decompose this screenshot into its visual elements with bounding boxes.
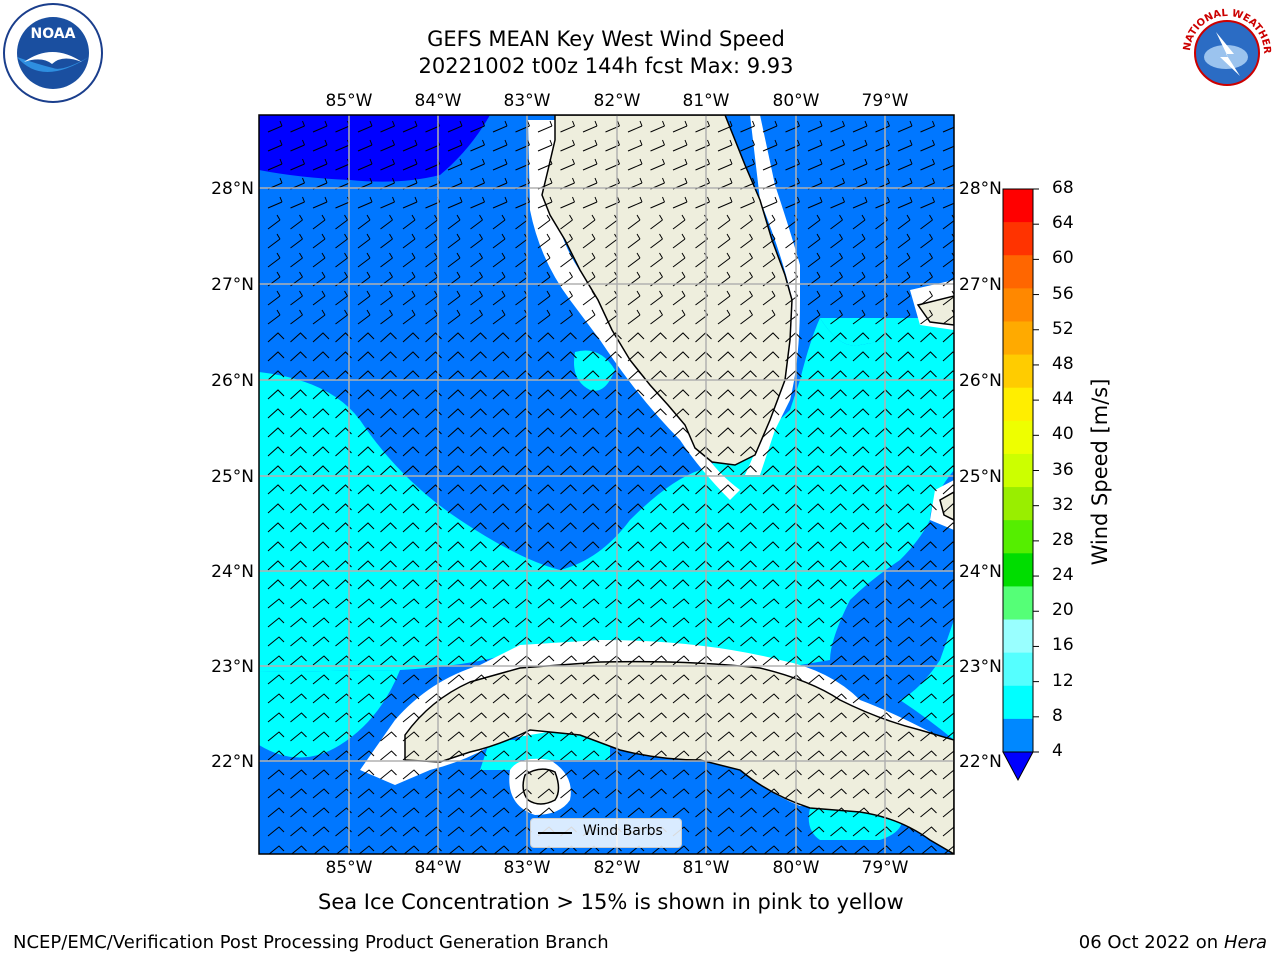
nws-logo: NATIONAL WEATHER SERVICE: [1176, 2, 1276, 102]
lat-label-right: 25°N: [959, 467, 1002, 487]
lon-label-bottom: 82°W: [594, 858, 641, 878]
footer-host: Hera: [1223, 932, 1267, 953]
colorbar-tick-label: 44: [1052, 389, 1074, 410]
sea-ice-note: Sea Ice Concentration > 15% is shown in …: [318, 890, 904, 914]
lat-label-right: 23°N: [959, 657, 1002, 677]
colorbar-segment: [1003, 520, 1033, 554]
lat-label-right: 28°N: [959, 179, 1002, 199]
colorbar-tick-label: 16: [1052, 635, 1074, 656]
lat-label-left: 24°N: [211, 562, 254, 582]
colorbar-tick-label: 40: [1052, 424, 1074, 445]
colorbar-tick-label: 64: [1052, 213, 1074, 234]
colorbar-segment: [1003, 288, 1033, 322]
lon-label-top: 84°W: [415, 91, 462, 111]
lat-label-right: 26°N: [959, 371, 1002, 391]
colorbar-tick-label: 24: [1052, 565, 1074, 586]
lon-label-bottom: 83°W: [504, 858, 551, 878]
lat-label-left: 25°N: [211, 467, 254, 487]
lon-label-top: 85°W: [326, 91, 373, 111]
svg-text:NOAA: NOAA: [31, 26, 76, 42]
colorbar-segment: [1003, 453, 1033, 488]
colorbar-tick-label: 8: [1052, 705, 1063, 726]
lon-label-top: 79°W: [862, 91, 909, 111]
map-frame: [258, 114, 955, 855]
footer-date: 06 Oct 2022 on Hera: [1079, 932, 1267, 953]
lat-label-right: 24°N: [959, 562, 1002, 582]
colorbar-segment: [1003, 652, 1033, 687]
colorbar-segment: [1003, 420, 1033, 455]
chart-subtitle: 20221002 t00z 144h fcst Max: 9.93: [418, 54, 794, 78]
colorbar-tick-label: 60: [1052, 248, 1074, 269]
lat-label-right: 22°N: [959, 752, 1002, 772]
footer-date-text: 06 Oct 2022 on: [1078, 932, 1219, 953]
legend: Wind Barbs: [530, 818, 682, 848]
legend-label: Wind Barbs: [583, 823, 663, 839]
colorbar-segment: [1003, 222, 1033, 256]
lon-label-top: 81°W: [683, 91, 730, 111]
lat-label-left: 26°N: [211, 371, 254, 391]
florida-land: [541, 115, 793, 466]
colorbar-title: Wind Speed [m/s]: [1088, 378, 1112, 566]
footer-credit: NCEP/EMC/Verification Post Processing Pr…: [13, 932, 609, 953]
colorbar-segment: [1003, 189, 1033, 223]
wind-barb-legend-line: [538, 832, 572, 834]
lon-label-bottom: 85°W: [326, 858, 373, 878]
lon-label-top: 80°W: [773, 91, 820, 111]
lon-label-top: 82°W: [594, 91, 641, 111]
colorbar-segment: [1003, 321, 1033, 356]
lat-label-left: 22°N: [211, 752, 254, 772]
colorbar-segment: [1003, 685, 1033, 720]
lat-label-left: 27°N: [211, 275, 254, 295]
lon-label-bottom: 84°W: [415, 858, 462, 878]
lat-label-right: 27°N: [959, 275, 1002, 295]
colorbar-segment: [1003, 354, 1033, 389]
chart-title: GEFS MEAN Key West Wind Speed: [427, 27, 785, 51]
colorbar-segment: [1003, 619, 1033, 654]
lat-label-left: 28°N: [211, 179, 254, 199]
colorbar-extend-arrow: [1002, 751, 1034, 782]
cuba-land: [404, 660, 954, 854]
colorbar-tick-label: 56: [1052, 283, 1074, 304]
low-wind-area: [259, 115, 490, 182]
colorbar-segment: [1003, 553, 1033, 587]
lon-label-bottom: 81°W: [683, 858, 730, 878]
lon-label-top: 83°W: [504, 91, 551, 111]
colorbar: [1002, 188, 1039, 782]
colorbar-tick-label: 32: [1052, 494, 1074, 515]
colorbar-segment: [1003, 718, 1033, 753]
colorbar-tick-label: 12: [1052, 670, 1074, 691]
moderate-wind-area: [259, 318, 954, 672]
lat-label-left: 23°N: [211, 657, 254, 677]
colorbar-tick-label: 68: [1052, 178, 1074, 198]
colorbar-tick-label: 4: [1052, 741, 1063, 761]
colorbar-tick-label: 28: [1052, 529, 1074, 550]
colorbar-tick-label: 20: [1052, 600, 1074, 621]
colorbar-tick-label: 52: [1052, 318, 1074, 339]
isle-of-youth: [522, 768, 560, 805]
colorbar-segment: [1003, 387, 1033, 422]
colorbar-segment: [1003, 586, 1033, 621]
colorbar-tick-label: 48: [1052, 353, 1074, 374]
colorbar-segment: [1003, 487, 1033, 521]
map-gridlines: [259, 115, 954, 854]
colorbar-tick-label: 36: [1052, 459, 1074, 480]
lon-label-bottom: 79°W: [862, 858, 909, 878]
lon-label-bottom: 80°W: [773, 858, 820, 878]
colorbar-segment: [1003, 255, 1033, 289]
noaa-logo: NOAA: [3, 3, 103, 103]
